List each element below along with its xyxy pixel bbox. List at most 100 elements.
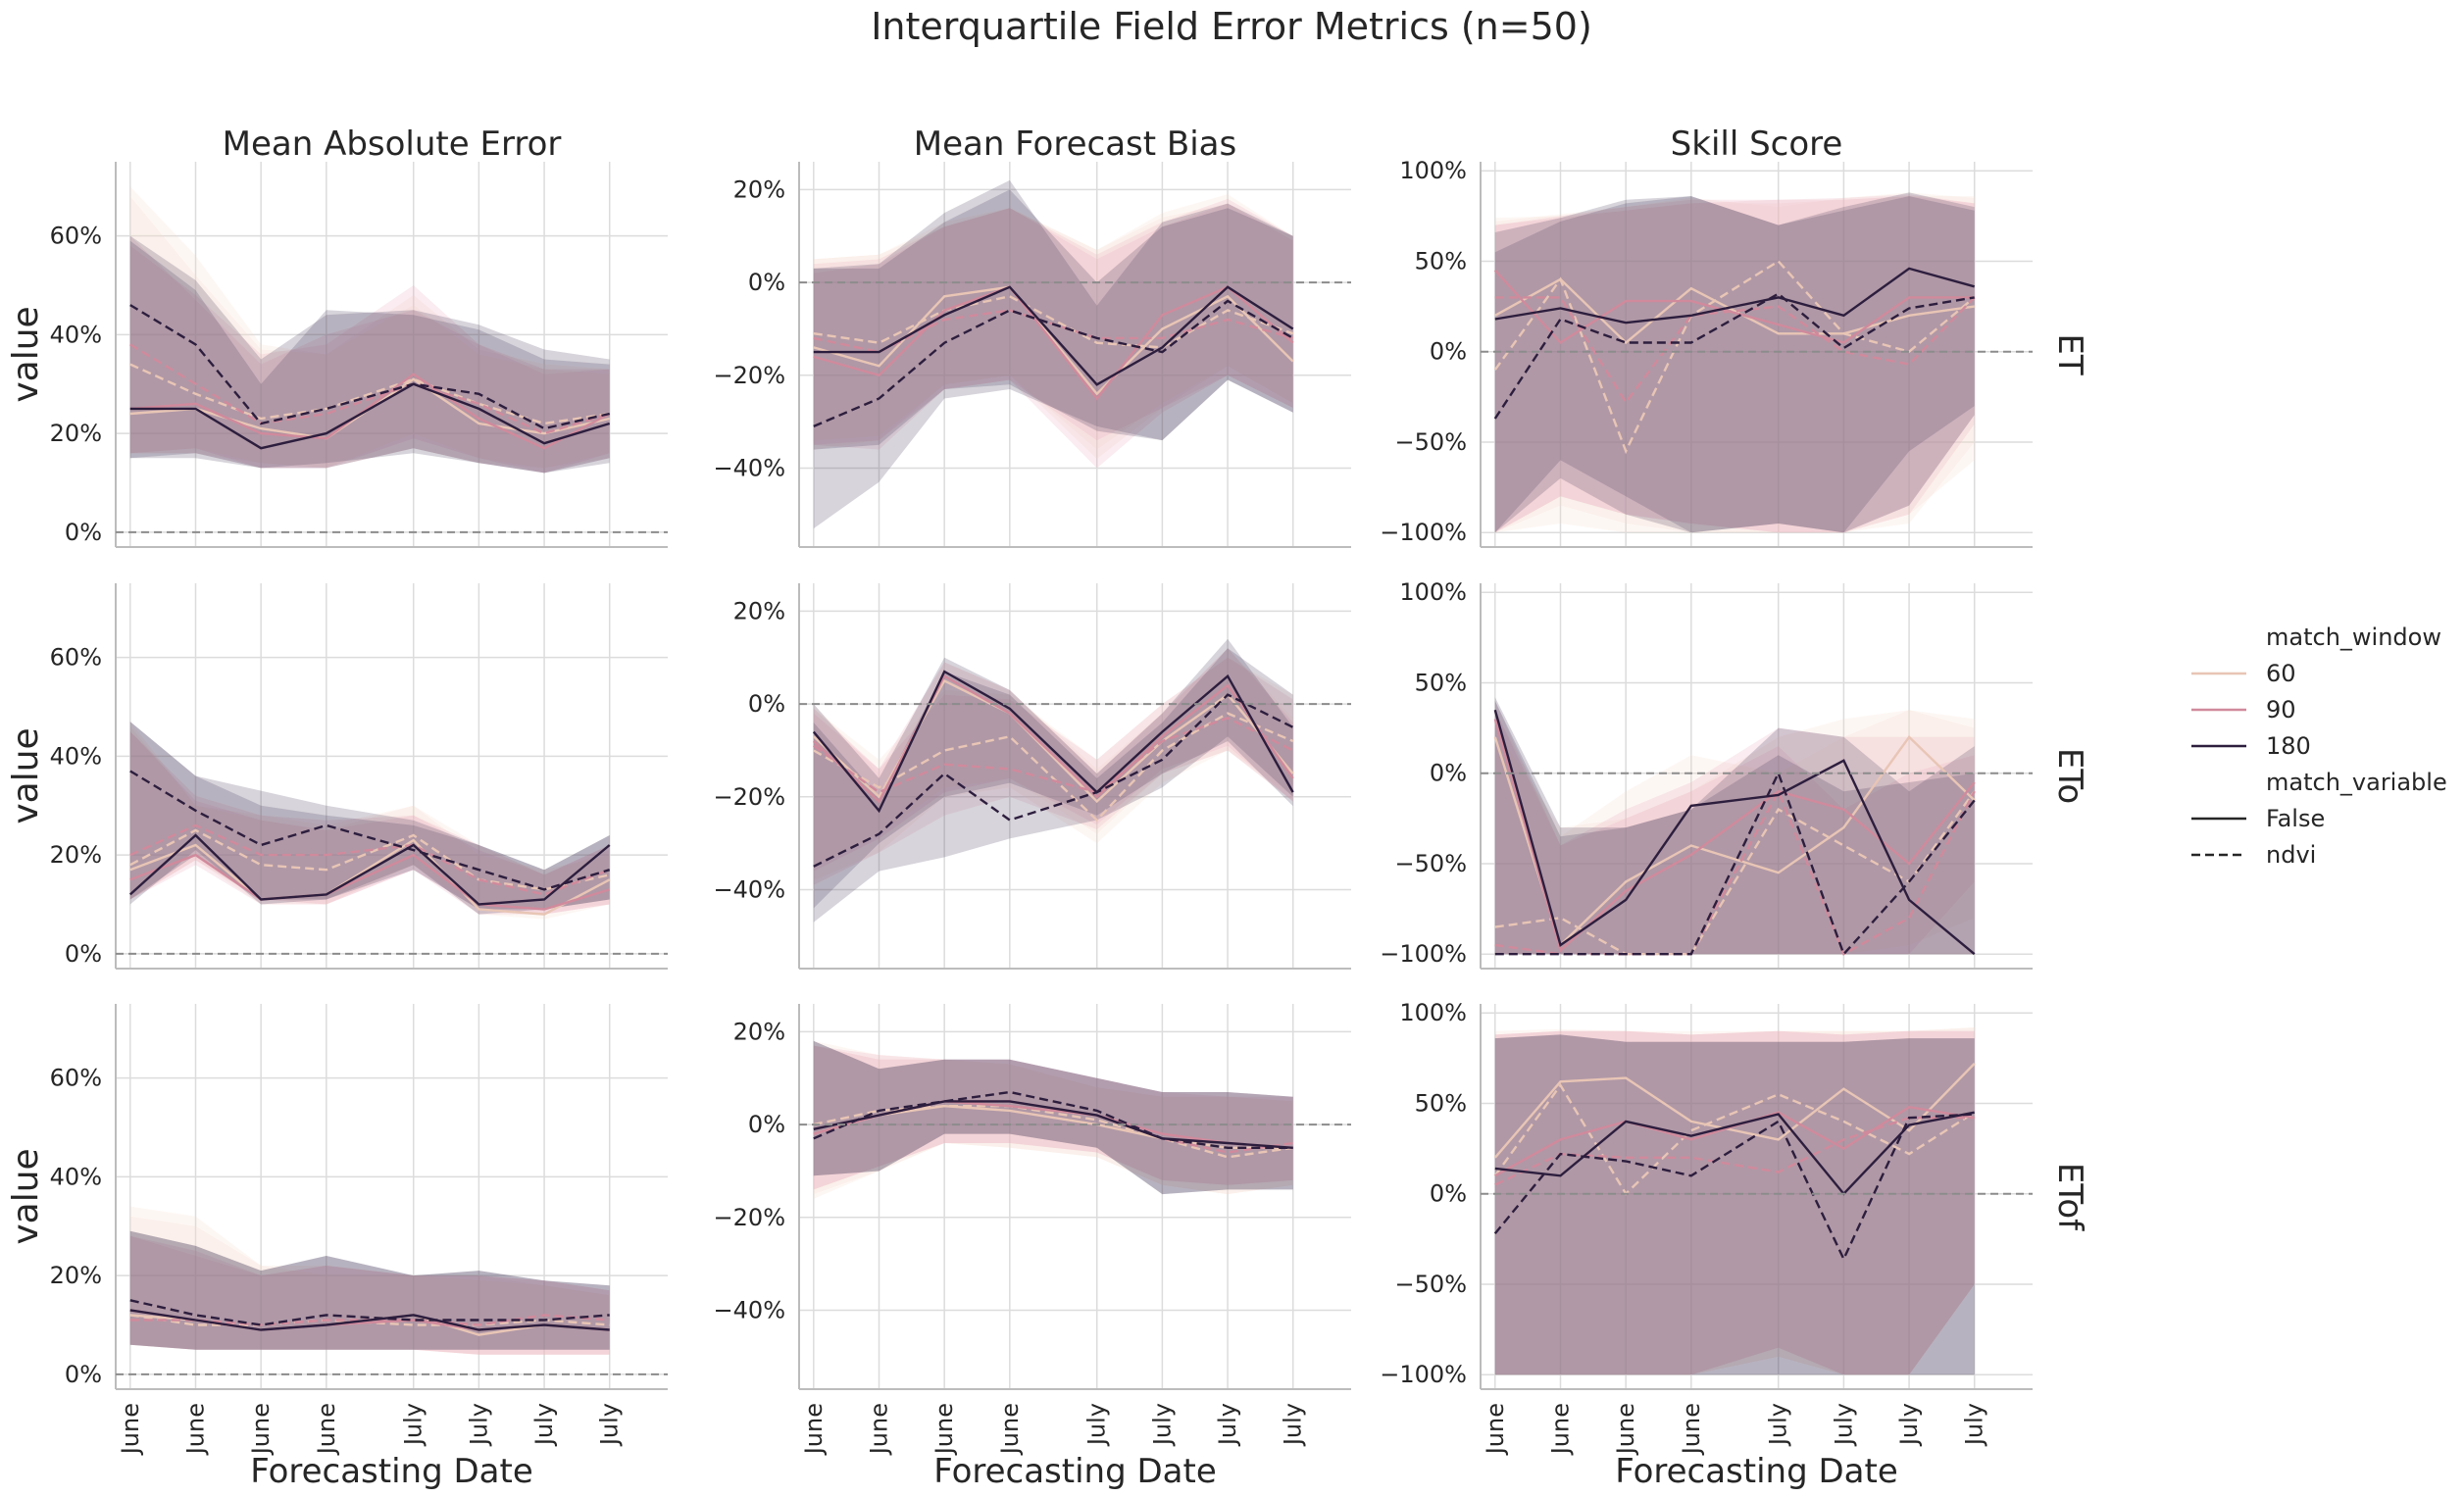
x-tick-label: July (1083, 1403, 1111, 1447)
series-line (129, 838, 611, 916)
y-tick-label: −40% (714, 1297, 785, 1324)
iqr-band (1494, 1030, 1975, 1375)
series-line (1493, 709, 1976, 956)
y-tick-label: 20% (733, 175, 785, 203)
iqr-band (129, 722, 610, 915)
y-tick-label: −50% (1395, 1271, 1467, 1298)
y-axis-label: value (6, 1148, 46, 1244)
iqr-band (813, 203, 1293, 450)
series-line (813, 299, 1294, 428)
iqr-band (813, 657, 1293, 880)
series-line (1493, 719, 1976, 953)
iqr-band (129, 722, 610, 920)
y-tick-label: 60% (50, 644, 102, 672)
x-axis-label: Forecasting Date (250, 1452, 533, 1491)
y-tick-label: 0% (65, 1361, 102, 1388)
series-line (129, 853, 611, 911)
x-tick-label: July (465, 1403, 492, 1447)
x-tick-label: June (181, 1403, 209, 1456)
panel: −100% −50% 0% 50% 100% (1380, 578, 2033, 970)
x-tick-label: July (1961, 1403, 1988, 1447)
y-tick-label: 0% (65, 940, 102, 968)
iqr-band (129, 1206, 610, 1355)
panel: 0% 20% 40% 60% value (6, 162, 668, 548)
series-line (1493, 1082, 1976, 1196)
iqr-band (1494, 1027, 1975, 1375)
series-line (129, 770, 611, 891)
series-line (129, 1299, 610, 1326)
row-label: ETo (2050, 748, 2089, 804)
panel: −40% −20% 0% 20% (714, 162, 1351, 548)
y-tick-label: 20% (50, 1262, 102, 1289)
iqr-band (1494, 192, 1975, 533)
series-line (1494, 267, 1976, 324)
y-tick-label: −50% (1395, 428, 1467, 456)
chart-title: Interquartile Field Error Metrics (n=50) (871, 5, 1592, 48)
iqr-band (129, 1230, 610, 1350)
row-label: ET (2050, 333, 2089, 374)
iqr-band (813, 198, 1293, 469)
column-title: Mean Forecast Bias (914, 125, 1236, 164)
iqr-band (1494, 1030, 1975, 1375)
iqr-band (129, 722, 610, 910)
panel: −40% −20% 0% 20% June June June June July July Jul… (714, 1004, 1351, 1491)
y-tick-label: −20% (714, 362, 785, 389)
iqr-band (1494, 196, 1975, 533)
series-line (1494, 1111, 1975, 1196)
x-tick-label: June (1482, 1403, 1509, 1456)
y-tick-label: 20% (733, 1018, 785, 1045)
series-line (813, 1100, 1293, 1149)
series-line (813, 285, 1294, 401)
y-axis-label: value (6, 306, 46, 402)
series-line (813, 285, 1294, 396)
panel: 0% 20% 40% 60% value (6, 583, 668, 970)
iqr-band (129, 186, 610, 469)
legend-entry-label: 60 (2266, 660, 2296, 687)
iqr-band (129, 731, 610, 915)
legend-title-variable: match_variable (2266, 769, 2447, 796)
series-line (128, 833, 611, 906)
series-line (813, 1090, 1293, 1150)
y-tick-label: 60% (50, 223, 102, 250)
column-title: Mean Absolute Error (223, 125, 562, 164)
series-line (813, 295, 1294, 349)
y-axis-label: value (6, 727, 46, 823)
y-tick-label: −100% (1380, 1361, 1467, 1388)
iqr-band (1494, 196, 1975, 533)
series-line (129, 1309, 610, 1331)
y-tick-label: 60% (50, 1065, 102, 1092)
iqr-band (1494, 196, 1975, 533)
y-tick-label: −100% (1380, 940, 1467, 968)
series-line (812, 678, 1294, 804)
y-tick-label: 20% (733, 597, 785, 624)
y-tick-label: 0% (1430, 338, 1467, 366)
y-tick-label: −50% (1395, 850, 1467, 877)
y-tick-label: 0% (1430, 1180, 1467, 1208)
panel: −100% −50% 0% 50% 100% June June June June July Ju… (1380, 999, 2033, 1491)
legend-entry-label: 180 (2266, 732, 2311, 760)
series-line (129, 828, 610, 891)
series-line (1493, 1113, 1975, 1263)
y-tick-label: 100% (1399, 157, 1467, 184)
y-tick-label: −20% (714, 1204, 785, 1231)
x-tick-label: July (1895, 1403, 1923, 1447)
series-line (129, 823, 611, 896)
x-tick-label: June (996, 1403, 1024, 1456)
x-tick-label: June (313, 1403, 340, 1456)
series-line (813, 716, 1294, 794)
iqr-band (813, 657, 1293, 885)
series-line (129, 373, 611, 450)
series-line (813, 1104, 1293, 1159)
series-line (1493, 269, 1975, 345)
y-tick-label: 40% (50, 321, 102, 348)
y-tick-label: 40% (50, 1163, 102, 1190)
x-tick-label: July (1830, 1403, 1857, 1447)
y-tick-label: −100% (1380, 519, 1467, 546)
x-tick-label: June (1612, 1403, 1639, 1456)
iqr-band (813, 648, 1293, 923)
series-line (813, 285, 1294, 386)
panel: −40% −20% 0% 20% (714, 583, 1351, 970)
series-line (1493, 1063, 1976, 1159)
